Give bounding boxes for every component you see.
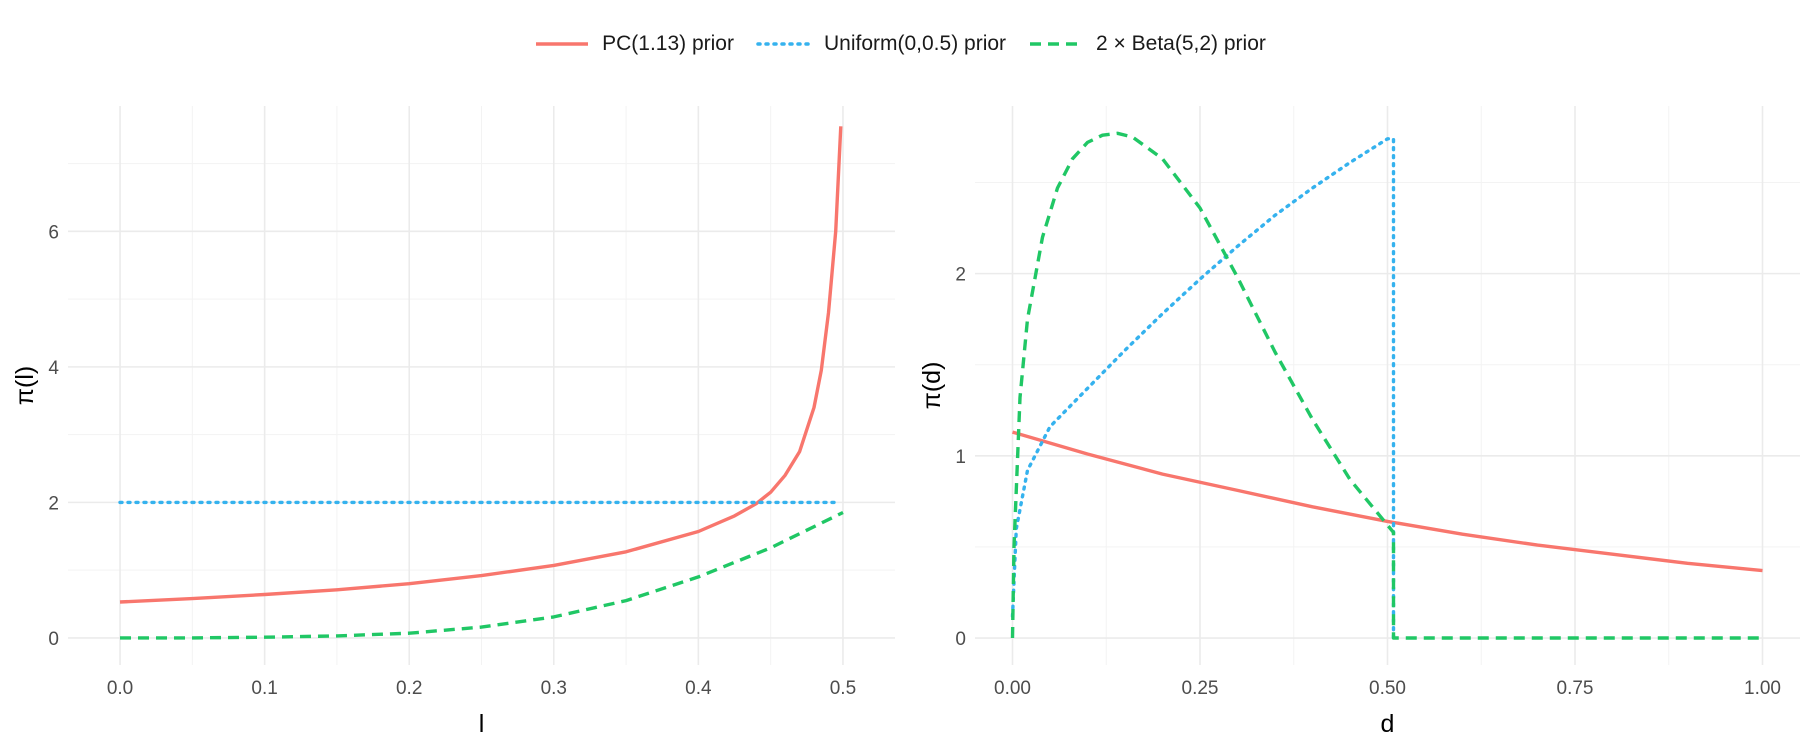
y-tick-label: 6	[48, 222, 59, 243]
series-line-pc	[119, 126, 843, 604]
y-tick-label: 2	[48, 493, 59, 514]
x-axis-title: l	[479, 710, 485, 738]
x-tick-label: 0.75	[1557, 678, 1594, 699]
panel-1: 0.0 0.1 0.2 0.3 0.4 0.5 0 2 4 6 l π(l)	[11, 106, 895, 738]
x-tick-label: 0.5	[830, 678, 856, 699]
series-line-beta	[120, 510, 844, 640]
y-tick-label: 4	[48, 358, 59, 379]
x-tick-label: 0.3	[541, 678, 567, 699]
x-tick-label: 0.2	[396, 678, 422, 699]
y-axis-title: π(d)	[918, 362, 946, 410]
legend: PC(1.13) prior Uniform(0,0.5) prior 2 × Be…	[0, 32, 1800, 56]
x-tick-label: 0.4	[685, 678, 712, 699]
x-tick-label: 0.0	[107, 678, 133, 699]
y-tick-label: 2	[955, 265, 966, 286]
legend-item-beta: 2 × Beta(5,2) prior	[1028, 32, 1266, 56]
series-line-beta	[1010, 131, 1763, 640]
x-tick-label: 1.00	[1744, 678, 1781, 699]
legend-item-uniform: Uniform(0,0.5) prior	[756, 32, 1006, 56]
x-tick-label: 0.25	[1182, 678, 1219, 699]
x-axis-title: d	[1381, 710, 1395, 738]
legend-swatch-beta	[1030, 42, 1083, 46]
x-tick-label: 0.00	[994, 678, 1031, 699]
legend-swatch-pc	[536, 42, 589, 46]
y-tick-label: 1	[955, 447, 966, 468]
y-tick-label: 0	[955, 629, 966, 650]
legend-label: PC(1.13) prior	[602, 32, 734, 55]
panel-2: 0.00 0.25 0.50 0.75 1.00 0 1 2 d π(d)	[918, 106, 1800, 738]
x-tick-label: 0.50	[1369, 678, 1406, 699]
legend-label: Uniform(0,0.5) prior	[823, 32, 1007, 55]
legend-label: 2 × Beta(5,2) prior	[1096, 32, 1266, 55]
legend-swatch-uniform	[756, 42, 812, 46]
x-tick-label: 0.1	[251, 678, 277, 699]
series-line-uniform	[1010, 137, 1396, 640]
legend-item-pc: PC(1.13) prior	[534, 32, 734, 56]
y-tick-label: 0	[48, 629, 59, 650]
y-axis-title: π(l)	[11, 366, 39, 405]
series-line-pc	[1012, 430, 1763, 573]
